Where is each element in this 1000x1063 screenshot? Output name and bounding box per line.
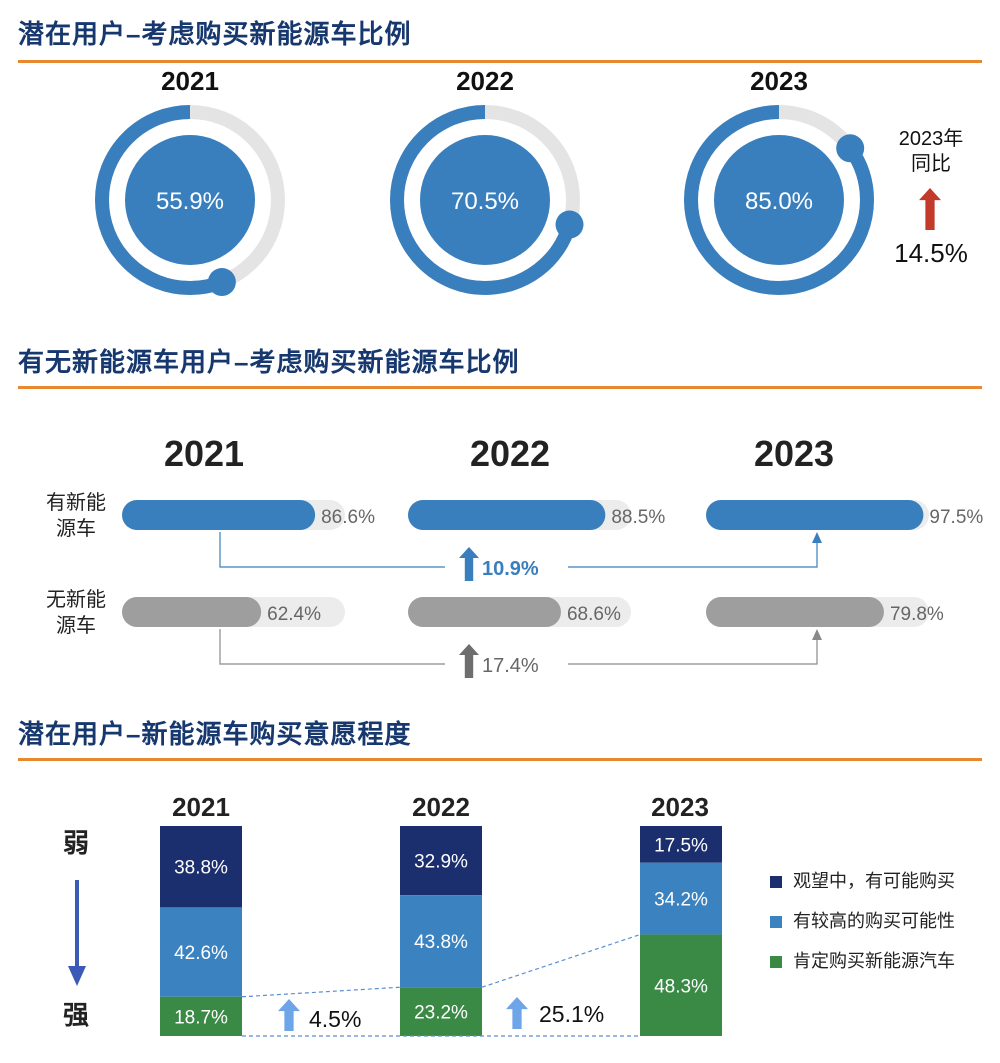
axis-label-strong: 强 (63, 1000, 89, 1030)
series-label: 源车 (56, 614, 96, 637)
stacked-bar-segment (640, 934, 722, 1036)
segment-value-label: 34.2% (654, 890, 708, 911)
gauge-center (125, 135, 255, 265)
stacked-bar-segment (400, 987, 482, 1036)
stacked-bar-segment (400, 895, 482, 988)
yoy-label: 2023年 (899, 127, 964, 150)
series-label: 无新能 (46, 588, 106, 611)
segment-value-label: 32.9% (414, 852, 468, 873)
arrow-up-icon (919, 188, 941, 230)
legend-swatch (770, 916, 782, 928)
arrow-up-icon (459, 644, 479, 678)
year-label: 2021 (161, 66, 219, 96)
section-title-potential-users: 潜在用户–考虑购买新能源车比例 (18, 19, 412, 49)
change-value-label: 17.4% (482, 655, 539, 677)
axis-label-weak: 弱 (63, 828, 89, 858)
bar (408, 597, 561, 627)
year-label: 2021 (172, 792, 230, 822)
bar (122, 597, 262, 627)
bar (706, 500, 924, 530)
stacked-bar-segment (160, 907, 242, 997)
gauge-progress (684, 105, 874, 295)
year-label: 2021 (164, 433, 244, 474)
axis-arrow-shaft (75, 880, 79, 974)
bar (706, 597, 884, 627)
change-value-label: 10.9% (482, 558, 539, 580)
gauge-progress (390, 105, 580, 295)
year-label: 2023 (754, 433, 834, 474)
section-divider (18, 386, 982, 389)
stacked-bar-segment (640, 862, 722, 935)
arrow-down-icon (68, 966, 86, 986)
legend-label: 肯定购买新能源汽车 (793, 951, 955, 971)
stacked-bar-segment (640, 826, 722, 863)
legend-label: 观望中，有可能购买 (793, 871, 955, 891)
year-label: 2022 (470, 433, 550, 474)
gauge-knob (555, 210, 584, 239)
stacked-bar-segment (400, 826, 482, 896)
change-value-label: 25.1% (539, 1001, 604, 1027)
change-connector-line (219, 629, 818, 665)
series-label: 源车 (56, 517, 96, 540)
arrow-up-icon (459, 547, 479, 581)
year-label: 2023 (651, 792, 709, 822)
gauge-value-label: 85.0% (745, 188, 813, 215)
bar-value-label: 79.8% (890, 604, 944, 625)
bar-value-label: 68.6% (567, 604, 621, 625)
segment-value-label: 48.3% (654, 976, 708, 997)
change-value-label: 4.5% (309, 1006, 361, 1032)
year-label: 2023 (750, 66, 808, 96)
gauge-center (420, 135, 550, 265)
stacked-bar-segment (160, 996, 242, 1036)
arrow-up-icon (506, 997, 528, 1029)
segment-value-label: 38.8% (174, 858, 228, 879)
section-title-ev-owner-comparison: 有无新能源车用户–考虑购买新能源车比例 (18, 347, 520, 377)
stacked-bar-segment (160, 826, 242, 908)
gauge-center (714, 135, 844, 265)
bar (408, 500, 606, 530)
gauge-knob (836, 134, 865, 163)
yoy-value-label: 14.5% (894, 238, 968, 268)
segment-value-label: 17.5% (654, 835, 708, 856)
gauge-progress (95, 105, 285, 295)
segment-value-label: 18.7% (174, 1007, 228, 1028)
section-divider (18, 60, 982, 63)
change-connector-line (219, 532, 818, 568)
arrow-up-icon (278, 999, 300, 1031)
gauge-knob (207, 268, 236, 297)
purchase-intent-stacked-chart: 2021 2022 2023 弱强 38.8% 42.6% 18.7% 32.9% 43.8% 2… (63, 792, 955, 1037)
series-label: 有新能 (46, 491, 106, 514)
gauge-value-label: 70.5% (451, 188, 519, 215)
yoy-label: 同比 (911, 152, 951, 175)
dashed-connector (241, 934, 641, 1037)
year-label: 2022 (456, 66, 514, 96)
legend-swatch (770, 876, 782, 888)
legend-label: 有较高的购买可能性 (793, 911, 955, 931)
connector-arrowhead (812, 629, 822, 640)
segment-value-label: 42.6% (174, 943, 228, 964)
segment-value-label: 43.8% (414, 932, 468, 953)
connector-arrowhead (812, 532, 822, 543)
bar-value-label: 97.5% (929, 507, 983, 528)
legend-swatch (770, 956, 782, 968)
segment-value-label: 23.2% (414, 1003, 468, 1024)
section-title-purchase-intent: 潜在用户–新能源车购买意愿程度 (18, 719, 412, 749)
year-label: 2022 (412, 792, 470, 822)
section-divider (18, 758, 982, 761)
bar-value-label: 88.5% (611, 507, 665, 528)
gauge-value-label: 55.9% (156, 188, 224, 215)
bar (122, 500, 316, 530)
bar-value-label: 62.4% (267, 604, 321, 625)
bar-value-label: 86.6% (321, 507, 375, 528)
